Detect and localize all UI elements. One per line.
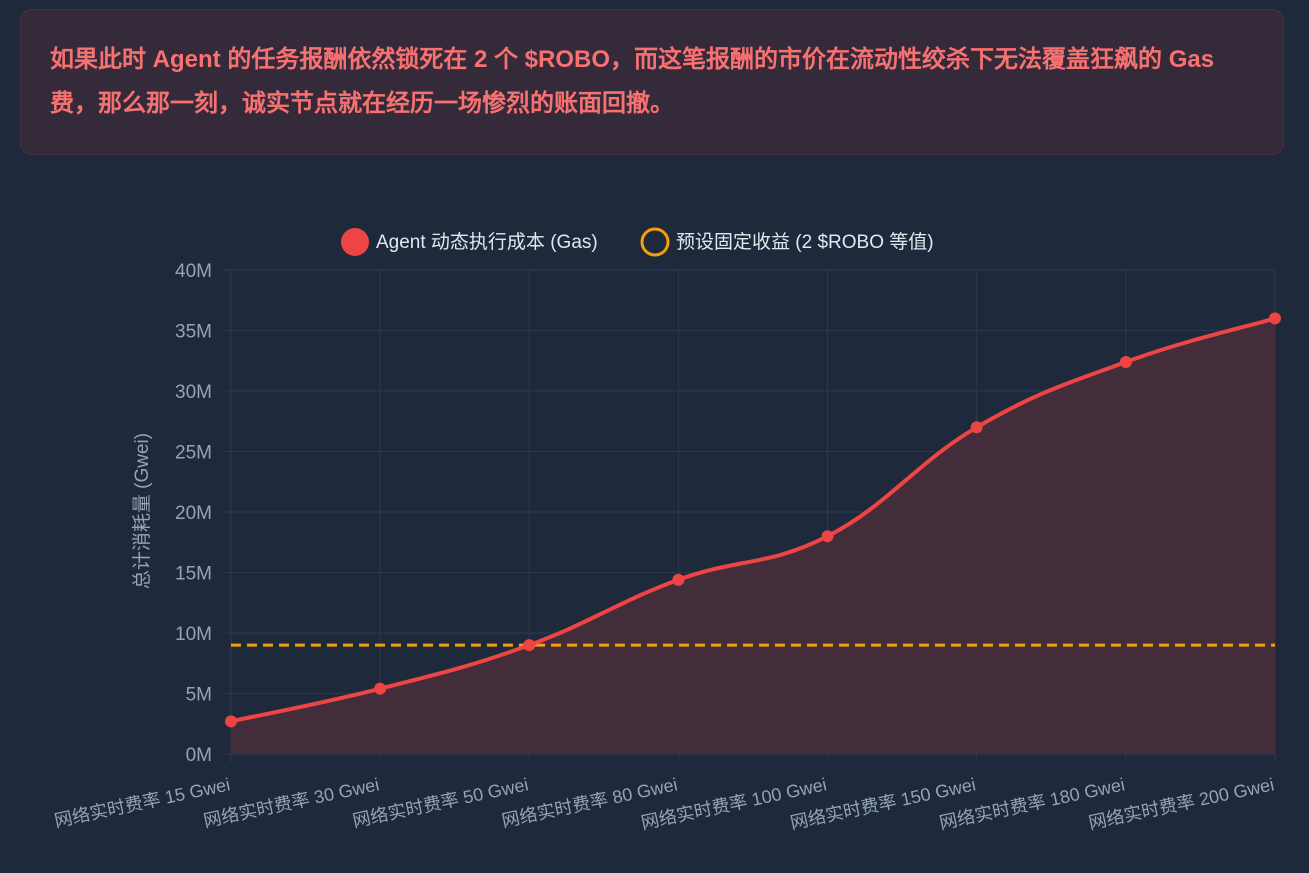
legend-revenue-label: 预设固定收益 (2 $ROBO 等值)	[676, 231, 934, 253]
cost-data-point	[225, 715, 237, 728]
chart-series	[225, 312, 1281, 754]
callout-text: 如果此时 Agent 的任务报酬依然锁死在 2 个 $ROBO，而这笔报酬的市价…	[50, 46, 1215, 117]
legend-revenue-marker	[640, 227, 670, 257]
callout-box: 如果此时 Agent 的任务报酬依然锁死在 2 个 $ROBO，而这笔报酬的市价…	[20, 9, 1284, 155]
chart-legend: Agent 动态执行成本 (Gas) 预设固定收益 (2 $ROBO 等值)	[341, 227, 934, 257]
y-tick-label: 10M	[175, 624, 212, 645]
cost-data-point	[1269, 312, 1281, 325]
cost-data-point	[523, 639, 536, 652]
legend-cost-marker	[341, 228, 369, 256]
y-tick-label: 25M	[175, 443, 212, 464]
y-tick-label: 20M	[175, 503, 212, 524]
cost-data-point	[821, 530, 834, 543]
y-axis-ticks: 0M 5M 10M 15M 20M 25M 30M 35M 40M	[175, 261, 212, 766]
cost-data-point	[1119, 355, 1132, 368]
y-tick-label: 0M	[186, 745, 212, 766]
y-tick-label: 15M	[175, 564, 212, 585]
legend-cost-label: Agent 动态执行成本 (Gas)	[376, 231, 598, 253]
y-tick-label: 35M	[175, 322, 212, 343]
cost-series-line	[229, 316, 1277, 724]
cost-data-point	[672, 573, 685, 586]
y-tick-label: 5M	[186, 685, 212, 706]
cost-data-point	[970, 421, 983, 434]
y-axis-title: 总计消耗量 (Gwei)	[131, 433, 153, 589]
cost-area-fill	[231, 318, 1275, 754]
y-tick-label: 30M	[175, 382, 212, 403]
y-tick-label: 40M	[175, 261, 212, 282]
cost-data-point	[374, 682, 387, 695]
